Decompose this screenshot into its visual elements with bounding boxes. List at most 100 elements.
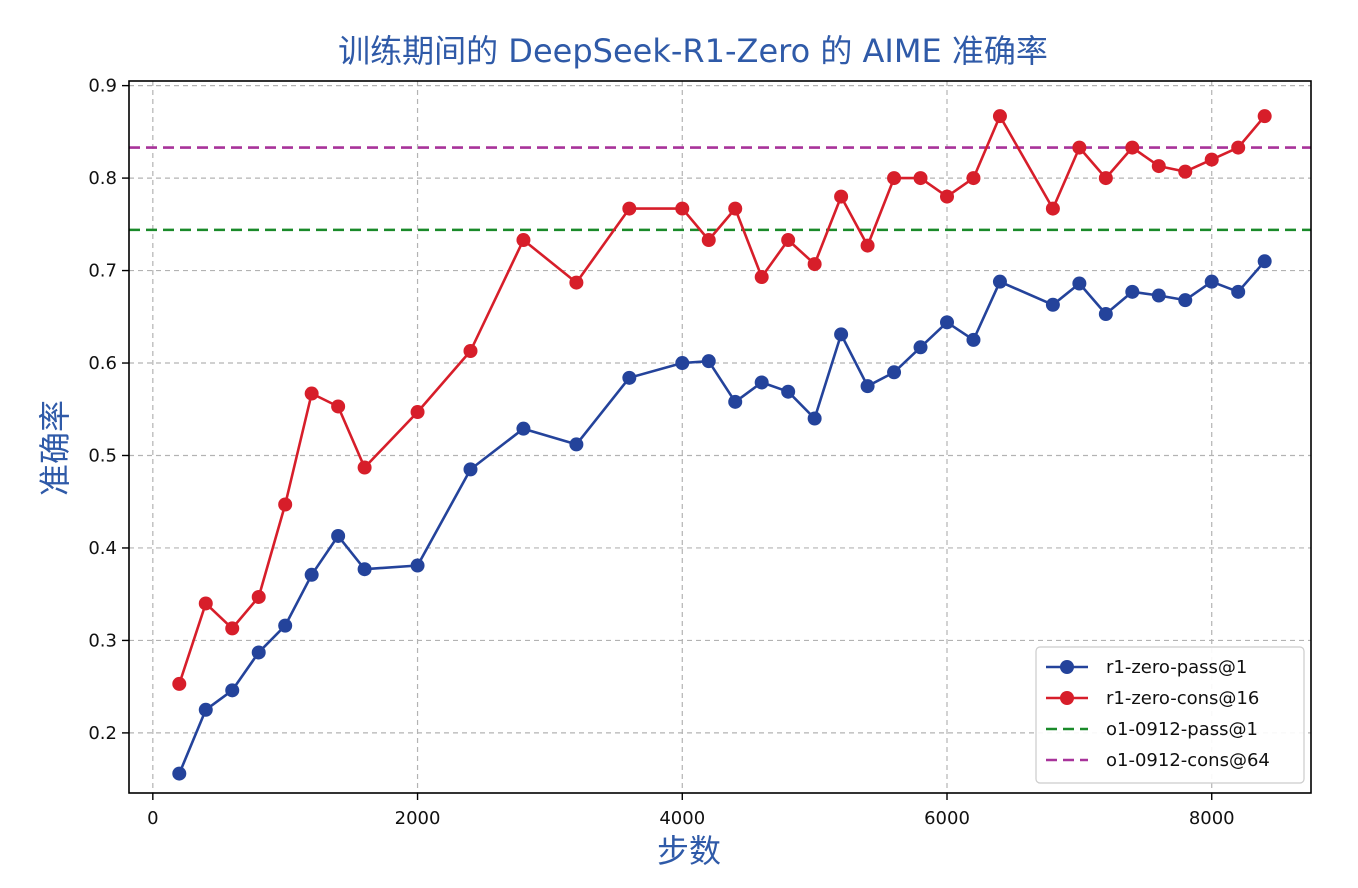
data-point: [331, 399, 346, 414]
data-point: [622, 201, 637, 216]
data-point: [304, 567, 319, 582]
plot-frame: [128, 80, 1312, 794]
data-point: [860, 379, 875, 394]
legend-label: r1-zero-cons@16: [1106, 688, 1259, 709]
data-point: [1204, 274, 1219, 289]
data-point: [1178, 293, 1193, 308]
data-point: [1257, 109, 1272, 124]
legend-label: o1-0912-pass@1: [1106, 719, 1258, 740]
data-point: [1125, 284, 1140, 299]
x-tick-label: 4000: [659, 808, 705, 829]
data-point: [701, 354, 716, 369]
y-tick-label: 0.3: [88, 630, 117, 651]
data-point: [357, 460, 372, 475]
data-point: [622, 370, 637, 385]
data-point: [1231, 140, 1246, 155]
data-point: [251, 645, 266, 660]
y-tick-label: 0.2: [88, 723, 117, 744]
data-point: [992, 274, 1007, 289]
data-point: [463, 462, 478, 477]
x-tick-label: 8000: [1189, 808, 1235, 829]
data-point: [278, 618, 293, 633]
legend-swatch-marker: [1060, 691, 1074, 705]
data-point: [1151, 288, 1166, 303]
y-tick-label: 0.4: [88, 538, 117, 559]
data-point: [675, 356, 690, 371]
data-point: [172, 676, 187, 691]
data-point: [754, 270, 769, 285]
data-point: [1178, 164, 1193, 179]
data-point: [940, 315, 955, 330]
legend-frame: [1035, 646, 1305, 784]
chart-title: 训练期间的 DeepSeek-R1-Zero 的 AIME 准确率: [338, 32, 1048, 70]
y-tick-label: 0.5: [88, 445, 117, 466]
data-point: [728, 394, 743, 409]
data-point: [807, 411, 822, 426]
data-point: [1072, 140, 1087, 155]
legend: r1-zero-pass@1 r1-zero-cons@16 o1-0912-pas…: [1035, 646, 1305, 784]
y-tick-label: 0.9: [88, 76, 117, 97]
data-point: [172, 766, 187, 781]
data-point: [701, 233, 716, 248]
data-point: [728, 201, 743, 216]
series-lines: [172, 109, 1272, 781]
data-point: [331, 528, 346, 543]
legend-swatch-marker: [1060, 660, 1074, 674]
data-point: [913, 171, 928, 186]
x-axis: 0 2000 4000 6000 8000: [147, 793, 1235, 829]
y-axis: 0.2 0.3 0.4 0.5 0.6 0.7 0.8 0.9: [88, 76, 129, 744]
data-point: [834, 327, 849, 342]
data-point: [516, 421, 531, 436]
x-tick-label: 0: [147, 808, 158, 829]
data-point: [675, 201, 690, 216]
series-line: [178, 114, 1266, 685]
legend-item: o1-0912-cons@64: [1046, 750, 1270, 771]
data-point: [357, 562, 372, 577]
data-point: [807, 257, 822, 272]
data-point: [940, 189, 955, 204]
data-point: [304, 386, 319, 401]
x-tick-label: 2000: [395, 808, 441, 829]
data-point: [887, 171, 902, 186]
data-point: [278, 497, 293, 512]
data-point: [516, 233, 531, 248]
data-point: [1257, 254, 1272, 269]
data-point: [966, 332, 981, 347]
y-axis-title: 准确率: [36, 400, 74, 496]
data-point: [569, 275, 584, 290]
legend-item: r1-zero-pass@1: [1046, 657, 1247, 678]
legend-label: r1-zero-pass@1: [1106, 657, 1247, 678]
series-r1-zero-pass@1: [172, 254, 1272, 781]
data-point: [198, 702, 213, 717]
legend-item: o1-0912-pass@1: [1046, 719, 1258, 740]
data-point: [1204, 152, 1219, 167]
data-point: [410, 405, 425, 420]
data-point: [1125, 140, 1140, 155]
series-r1-zero-cons@16: [172, 109, 1272, 691]
data-point: [569, 437, 584, 452]
data-point: [992, 109, 1007, 124]
reference-lines: [129, 146, 1311, 232]
x-tick-label: 6000: [924, 808, 970, 829]
data-point: [781, 233, 796, 248]
data-point: [225, 621, 240, 636]
data-point: [913, 340, 928, 355]
data-point: [860, 238, 875, 253]
data-point: [1098, 171, 1113, 186]
data-point: [251, 589, 266, 604]
y-tick-label: 0.8: [88, 168, 117, 189]
data-point: [781, 384, 796, 399]
data-point: [198, 596, 213, 611]
data-point: [1072, 276, 1087, 291]
data-point: [1045, 297, 1060, 312]
data-point: [410, 558, 425, 573]
data-point: [463, 344, 478, 359]
data-point: [1151, 159, 1166, 174]
data-point: [754, 375, 769, 390]
data-point: [887, 365, 902, 380]
legend-item: r1-zero-cons@16: [1046, 688, 1259, 709]
y-tick-label: 0.7: [88, 261, 117, 282]
data-point: [1045, 201, 1060, 216]
legend-items: r1-zero-pass@1 r1-zero-cons@16 o1-0912-pas…: [1046, 657, 1270, 771]
